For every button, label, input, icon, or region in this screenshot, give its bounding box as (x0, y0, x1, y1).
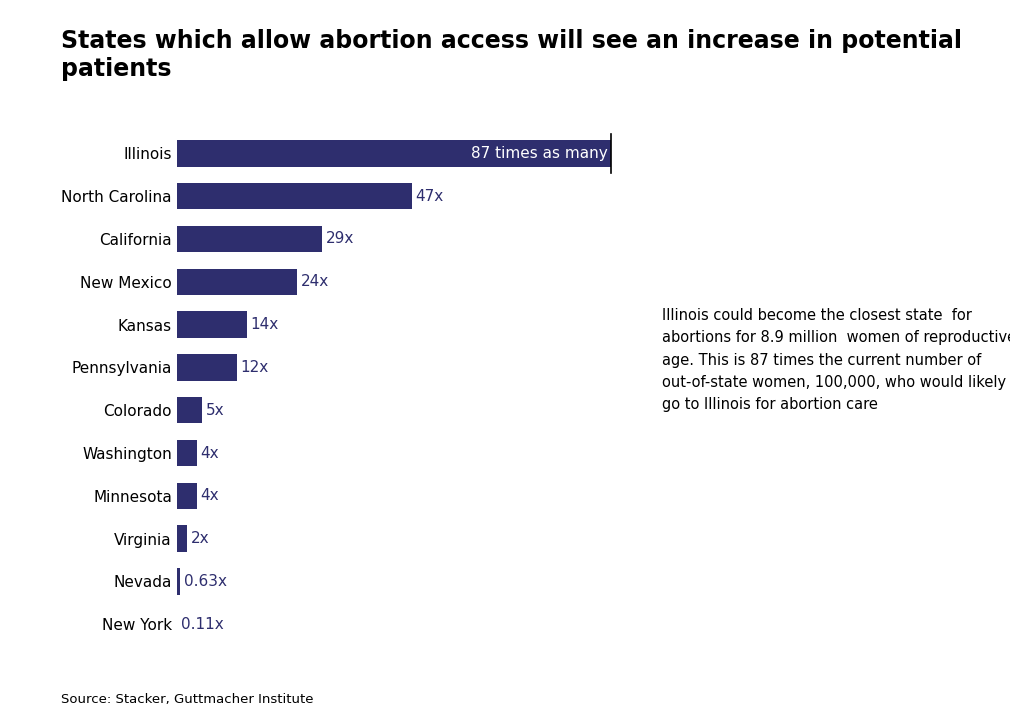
Text: 87 times as many: 87 times as many (471, 146, 607, 161)
Bar (177, 482, 197, 509)
Bar (177, 183, 412, 210)
Text: Illinois could become the closest state  for
abortions for 8.9 million  women of: Illinois could become the closest state … (662, 308, 1010, 412)
Text: 0.11x: 0.11x (182, 617, 224, 631)
Text: 4x: 4x (201, 488, 219, 503)
Text: Source: Stacker, Guttmacher Institute: Source: Stacker, Guttmacher Institute (61, 693, 313, 706)
Bar (177, 568, 180, 595)
Text: 0.63x: 0.63x (184, 574, 227, 589)
Bar (177, 354, 236, 381)
Text: 47x: 47x (415, 189, 443, 204)
Bar (177, 225, 321, 252)
Text: 12x: 12x (240, 360, 269, 375)
Text: States which allow abortion access will see an increase in potential patients: States which allow abortion access will … (61, 29, 962, 81)
Text: 24x: 24x (301, 274, 329, 289)
Bar (177, 397, 202, 423)
Text: 29x: 29x (325, 231, 355, 246)
Bar (177, 269, 297, 295)
Text: 2x: 2x (191, 531, 209, 546)
Text: 4x: 4x (201, 446, 219, 461)
Bar (177, 526, 187, 552)
Bar (177, 140, 611, 166)
Text: 14x: 14x (250, 317, 279, 332)
Bar (177, 311, 246, 338)
Bar (177, 440, 197, 467)
Text: 5x: 5x (206, 402, 224, 418)
